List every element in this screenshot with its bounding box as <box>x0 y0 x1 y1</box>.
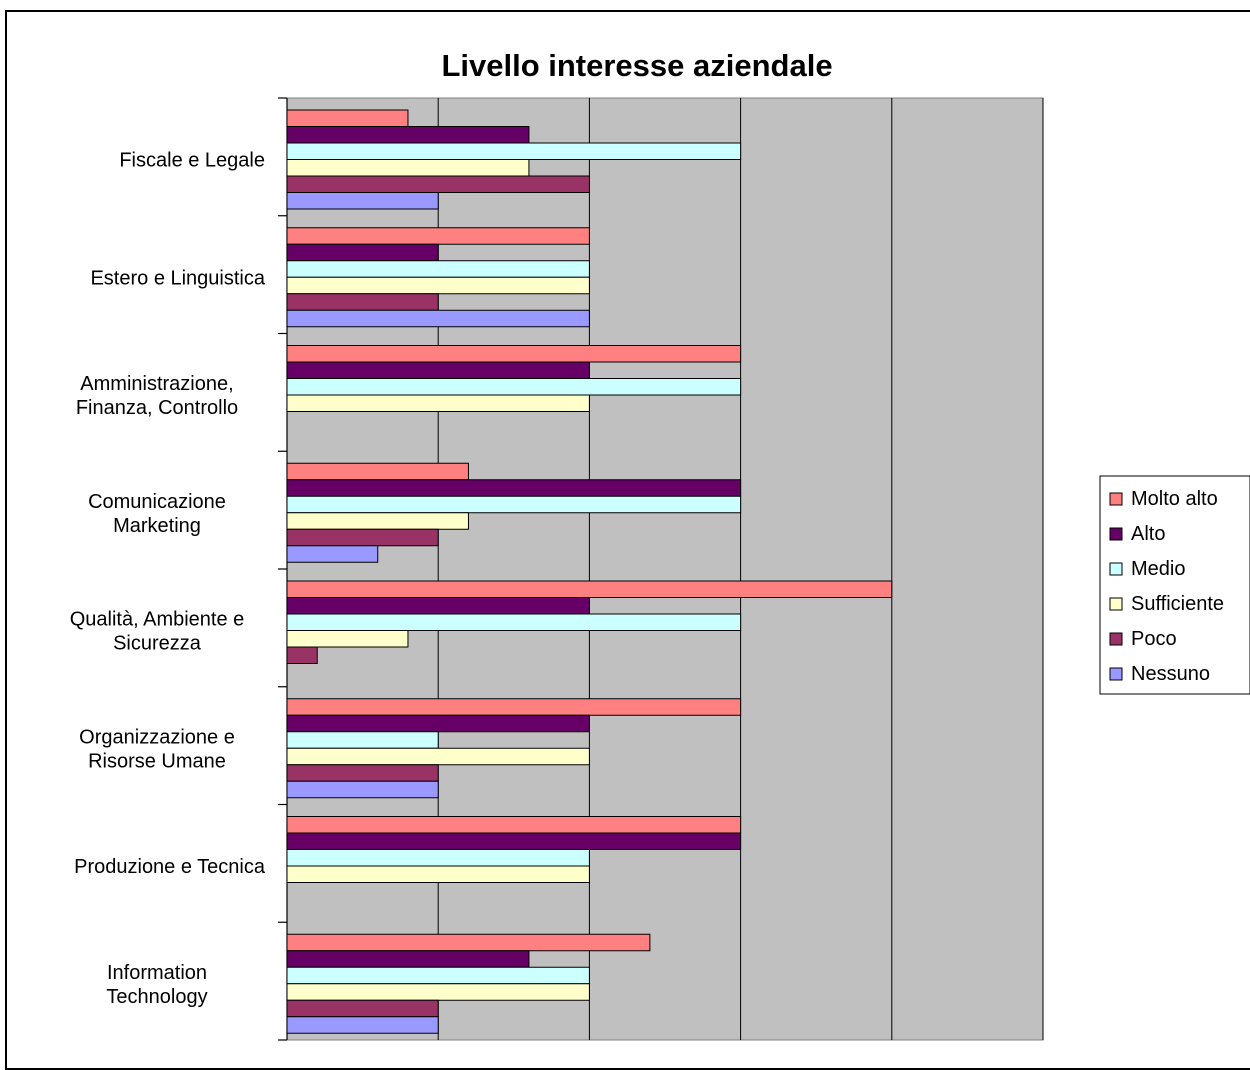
bar <box>286 512 469 530</box>
bar <box>286 933 651 952</box>
category-label-line: Amministrazione, <box>80 373 233 395</box>
bar <box>286 192 439 210</box>
category-label-line: Organizzazione e <box>79 726 235 748</box>
category-label-line: Qualità, Ambiente e <box>70 609 245 631</box>
legend-label: Sufficiente <box>1131 593 1224 615</box>
category-label: Amministrazione, Finanza, Controllo <box>76 373 238 419</box>
bar <box>286 309 590 328</box>
category-label-line: Technology <box>106 986 207 1008</box>
bar <box>286 1016 439 1034</box>
bar <box>286 950 530 968</box>
bar <box>286 142 742 160</box>
bar <box>286 361 590 379</box>
bar <box>286 865 590 883</box>
bar <box>286 646 318 664</box>
legend-box <box>1099 475 1250 695</box>
category-label: Comunicazione Marketing <box>88 491 226 537</box>
bar <box>286 816 742 834</box>
category-label-line: Finanza, Controllo <box>76 397 238 419</box>
category-label-line: Estero e Linguistica <box>90 267 265 289</box>
bar <box>286 159 530 177</box>
bar <box>286 999 439 1018</box>
bar <box>286 175 590 193</box>
bar <box>286 780 439 799</box>
bar <box>286 394 590 412</box>
bar <box>286 747 590 766</box>
bar <box>286 293 439 311</box>
category-label: Produzione e Tecnica <box>74 856 266 878</box>
bar <box>286 479 742 497</box>
category-label-line: Marketing <box>113 515 201 537</box>
bar <box>286 698 742 716</box>
category-label: Information Technology <box>106 962 207 1008</box>
bar <box>286 227 590 245</box>
category-label-line: Produzione e Tecnica <box>74 856 266 878</box>
bar <box>286 462 469 481</box>
bar <box>286 731 439 749</box>
bar <box>286 983 590 1001</box>
bar <box>286 260 590 278</box>
bar <box>286 243 439 262</box>
bar <box>286 276 590 295</box>
bar <box>286 714 590 733</box>
bar <box>286 345 742 363</box>
category-label-line: Risorse Umane <box>88 750 226 772</box>
category-label-line: Fiscale e Legale <box>119 150 265 172</box>
category-label-line: Sicurezza <box>113 633 202 655</box>
bar <box>286 849 590 867</box>
legend-label: Nessuno <box>1131 663 1210 685</box>
legend-label: Alto <box>1131 523 1165 545</box>
bar <box>286 580 893 598</box>
legend-swatch <box>1109 597 1123 611</box>
legend-swatch <box>1109 667 1123 681</box>
chart: Livello interesse aziendale Fiscale e Le… <box>70 48 1250 1041</box>
bar <box>286 495 742 514</box>
bar <box>286 109 409 127</box>
legend: Molto alto Alto Medio Sufficiente Poco Nessun… <box>1099 475 1250 695</box>
bar <box>286 126 530 144</box>
bar <box>286 764 439 782</box>
legend-swatch <box>1109 492 1123 506</box>
category-label-line: Comunicazione <box>88 491 226 513</box>
bar <box>286 630 409 648</box>
bar <box>286 545 379 563</box>
legend-label: Molto alto <box>1131 488 1218 510</box>
bar <box>286 528 439 547</box>
bar <box>286 832 742 850</box>
bar <box>286 966 590 985</box>
bar <box>286 613 742 631</box>
plot-area: Fiscale e Legale Estero e Linguistica Ammi… <box>70 97 1044 1041</box>
bar <box>286 378 742 396</box>
chart-title: Livello interesse aziendale <box>441 48 832 83</box>
legend-label: Medio <box>1131 558 1185 580</box>
category-label: Fiscale e Legale <box>119 150 265 172</box>
category-label: Estero e Linguistica <box>90 267 265 289</box>
legend-swatch <box>1109 562 1123 576</box>
category-label-line: Information <box>107 962 207 984</box>
legend-swatch <box>1109 527 1123 541</box>
category-label: Organizzazione e Risorse Umane <box>79 726 235 772</box>
bar <box>286 597 590 615</box>
category-label: Qualità, Ambiente e Sicurezza <box>70 609 245 655</box>
legend-swatch <box>1109 632 1123 646</box>
legend-label: Poco <box>1131 628 1177 650</box>
